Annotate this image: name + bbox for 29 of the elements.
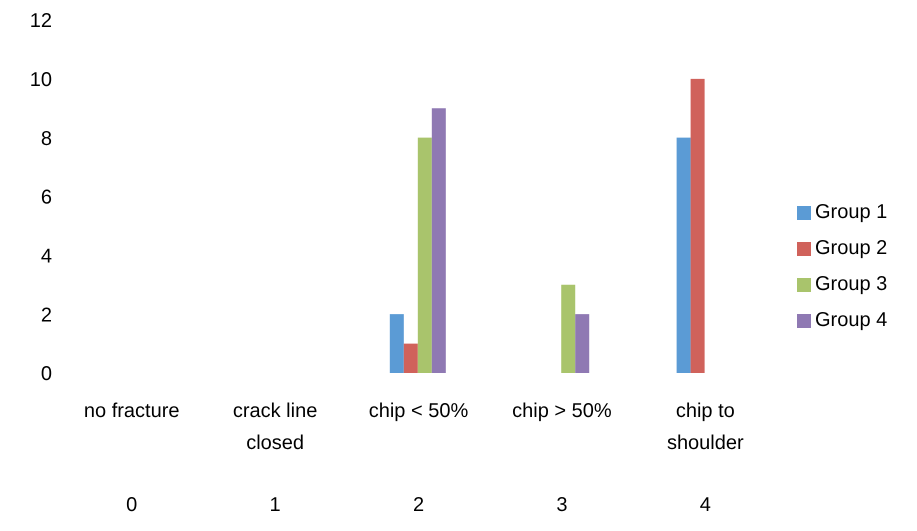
bar	[418, 138, 432, 373]
bar	[690, 78, 705, 373]
bar	[390, 314, 404, 373]
y-tick-label: 4	[40, 245, 52, 268]
y-tick-label: 10	[30, 68, 52, 91]
y-tick-label: 0	[40, 363, 52, 386]
text: 2	[412, 494, 424, 516]
x-tick-label: no fracture	[84, 400, 180, 422]
y-tick-label: 6	[40, 186, 52, 209]
bar	[432, 108, 446, 373]
legend-label: Group 3	[815, 272, 888, 294]
x-tick-label: chip > 50%	[512, 400, 612, 422]
text: 3	[556, 494, 568, 516]
legend-label: Group 1	[815, 200, 888, 222]
text: 0	[126, 494, 138, 516]
x-tick-label: crack line closed	[232, 400, 318, 454]
y-tick-label: 12	[30, 10, 52, 32]
x-tick-label: chip to shoulder	[666, 400, 744, 454]
bar	[676, 138, 691, 373]
y-tick-label: 8	[40, 128, 52, 150]
x-tick-label: chip < 50%	[368, 400, 468, 422]
legend-label: Group 4	[815, 308, 888, 330]
bar	[561, 284, 576, 373]
legend-label: Group 2	[815, 236, 888, 258]
bar	[575, 314, 590, 373]
text: 4	[700, 494, 711, 516]
y-tick-label: 2	[40, 304, 52, 326]
text: 1	[270, 494, 281, 516]
bar	[404, 344, 418, 373]
